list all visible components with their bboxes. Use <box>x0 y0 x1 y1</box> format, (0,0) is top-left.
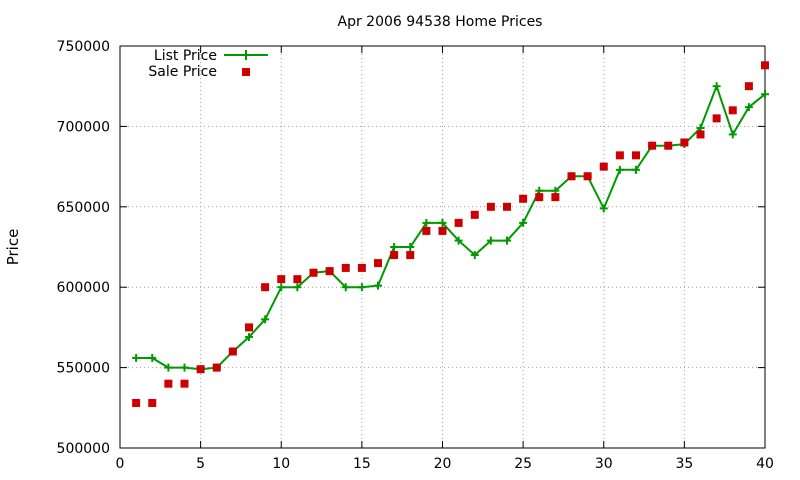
list-price-point <box>470 251 479 260</box>
legend-label-sale-price: Sale Price <box>148 64 217 80</box>
list-price-point <box>261 315 270 324</box>
list-price-line <box>136 83 766 371</box>
list-price-point <box>148 353 157 362</box>
y-tick-label: 750000 <box>57 39 110 55</box>
list-price-point <box>712 82 721 91</box>
list-price-point <box>293 283 302 292</box>
sale-price-point <box>583 172 592 181</box>
gridlines <box>120 46 765 448</box>
x-tick-label: 10 <box>272 456 290 472</box>
sale-price-point <box>615 151 624 160</box>
list-price-point <box>728 130 737 139</box>
list-price-point <box>454 236 463 245</box>
y-tick-label: 600000 <box>57 280 110 296</box>
sale-price-point <box>696 130 705 139</box>
sale-price-point <box>648 141 657 150</box>
sale-price-point <box>245 323 253 332</box>
list-price-point <box>390 243 399 251</box>
plot-frame <box>119 45 766 449</box>
sale-price-point <box>374 259 382 268</box>
sale-price-point <box>503 202 511 211</box>
list-price-point <box>615 165 624 174</box>
sale-price-point <box>470 210 479 219</box>
sale-price-point <box>390 251 399 260</box>
sale-price-point <box>148 398 157 407</box>
x-tick-label: 30 <box>595 456 613 472</box>
series-layer <box>132 61 769 407</box>
sale-price-point <box>712 114 721 123</box>
sale-price-point <box>551 193 560 202</box>
sale-price-point <box>212 363 221 372</box>
y-tick-label: 500000 <box>57 441 110 457</box>
y-tick-label: 700000 <box>57 119 110 135</box>
legend-marker-list-price <box>241 50 251 60</box>
list-price-point <box>406 243 415 251</box>
legend-marker-sale-price <box>242 68 250 76</box>
sale-price-point <box>406 251 415 260</box>
sale-price-point <box>325 267 334 276</box>
sale-price-point <box>486 202 495 211</box>
legend-label-list-price: List Price <box>154 48 217 64</box>
sale-price-point <box>567 172 576 181</box>
sale-price-point <box>164 379 173 388</box>
sale-price-point <box>422 226 431 235</box>
list-price-point <box>744 103 753 112</box>
sale-price-point <box>632 151 640 160</box>
list-price-point <box>632 165 640 174</box>
sale-price-point <box>309 268 318 277</box>
sale-price-point <box>180 379 189 388</box>
list-price-point <box>438 218 447 227</box>
list-price-point <box>761 90 769 99</box>
sale-price-point <box>728 106 737 115</box>
sale-price-point <box>680 138 689 147</box>
x-tick-label: 0 <box>116 456 125 472</box>
list-price-point <box>486 236 495 245</box>
list-price-point <box>519 218 528 227</box>
y-axis-label: Price <box>4 229 22 266</box>
sale-price-point <box>261 283 270 292</box>
list-price-point <box>357 283 366 292</box>
sale-price-point <box>196 365 205 374</box>
list-price-point <box>374 281 382 290</box>
x-tick-label: 20 <box>434 456 452 472</box>
list-price-point <box>180 363 189 372</box>
x-tick-label: 15 <box>353 456 371 472</box>
list-price-point <box>277 283 286 292</box>
x-tick-label: 25 <box>514 456 532 472</box>
list-price-point <box>503 236 511 245</box>
sale-price-point <box>761 61 769 70</box>
axis-ticks <box>119 45 766 449</box>
sale-price-point <box>341 263 350 272</box>
list-price-point <box>422 218 431 227</box>
sale-price-point <box>293 275 302 284</box>
sale-price-point <box>599 162 608 171</box>
list-price-point <box>599 204 608 213</box>
sale-price-point <box>228 347 237 356</box>
sale-price-point <box>519 194 528 203</box>
sale-price-point <box>277 275 286 284</box>
x-tick-label: 5 <box>196 456 205 472</box>
y-tick-label: 550000 <box>57 361 110 377</box>
list-price-point <box>341 283 350 292</box>
legend: List Price Sale Price <box>148 48 268 80</box>
sale-price-point <box>535 193 544 202</box>
x-tick-label: 40 <box>756 456 774 472</box>
list-price-point <box>132 353 141 362</box>
chart-title: Apr 2006 94538 Home Prices <box>338 14 543 30</box>
list-price-point <box>245 333 253 342</box>
sale-price-point <box>454 218 463 227</box>
sale-price-point <box>664 141 673 150</box>
x-tick-label: 35 <box>675 456 693 472</box>
tick-labels: 0 5 10 15 20 25 30 35 40 500000 550000 600000 650000… <box>57 39 774 472</box>
sale-price-point <box>438 226 447 235</box>
sale-price-point <box>357 263 366 272</box>
y-tick-label: 650000 <box>57 200 110 216</box>
sale-price-point <box>132 398 141 407</box>
sale-price-point <box>744 82 753 91</box>
list-price-point <box>164 363 173 372</box>
